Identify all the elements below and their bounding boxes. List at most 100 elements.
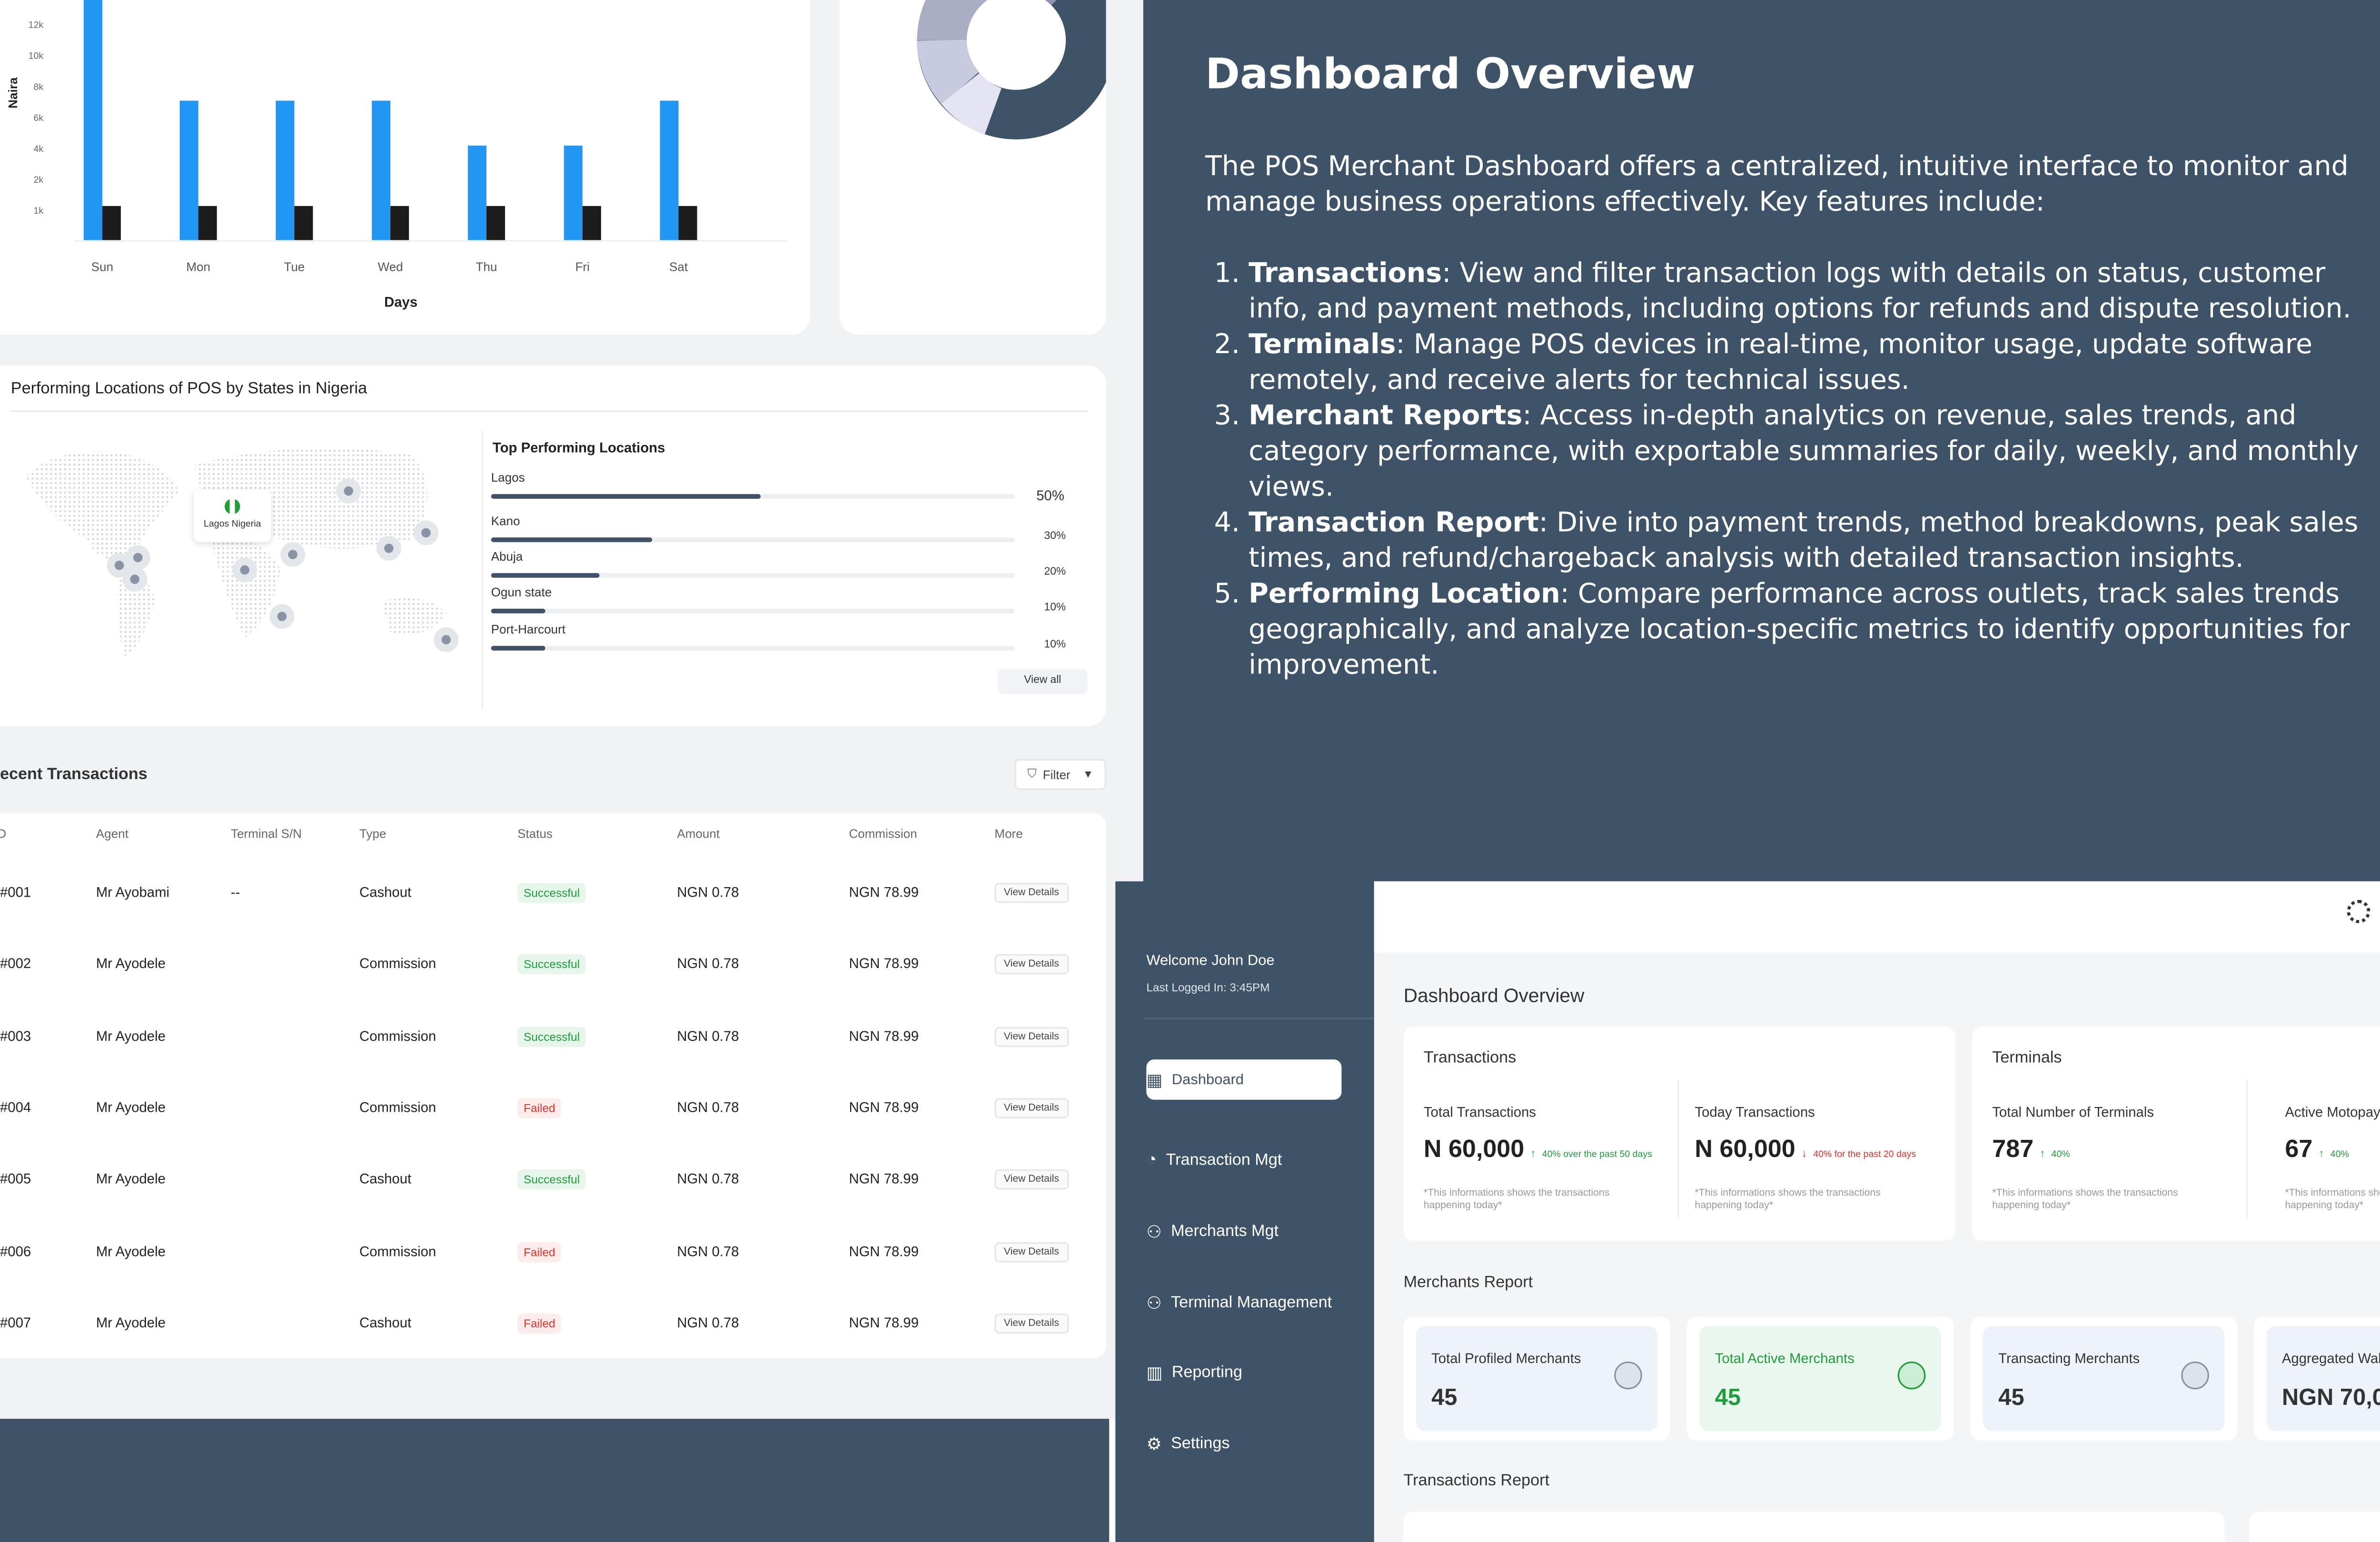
bar-primary[interactable] — [660, 100, 679, 240]
terminals-kpi-card: Terminals Total Number of Terminals 787 … — [1972, 1027, 2380, 1241]
bar-secondary[interactable] — [486, 206, 505, 240]
table-cell-type: Cashout — [359, 884, 412, 900]
bar-secondary[interactable] — [582, 206, 601, 240]
merchant-card-inner: Transacting Merchants 45 — [1983, 1325, 2225, 1432]
table-cell-commission: NGN 78.99 — [849, 956, 919, 972]
filter-icon: ⛉ — [1027, 766, 1037, 781]
x-tick-label: Thu — [476, 260, 497, 275]
today-transactions-note: *This informations shows the transaction… — [1695, 1188, 1881, 1212]
kpi-divider — [1677, 1079, 1679, 1219]
view-details-button[interactable]: View Details — [994, 954, 1069, 975]
bar-secondary[interactable] — [678, 206, 697, 240]
total-terminals-value: 787 — [1992, 1137, 2034, 1164]
location-name: Lagos — [491, 471, 525, 485]
donut-slice-lavender — [917, 39, 980, 105]
y-tick-label: 1k — [33, 208, 44, 217]
table-cell-type: Cashout — [359, 1315, 412, 1330]
bar-secondary[interactable] — [294, 206, 313, 240]
merchant-value: 45 — [1998, 1384, 2024, 1411]
location-name: Port-Harcourt — [491, 623, 565, 637]
dashboard-page-title: Dashboard Overview — [1403, 985, 1585, 1007]
sidebar-item-settings[interactable]: ⚙ Settings — [1146, 1423, 1341, 1464]
bar-secondary[interactable] — [102, 206, 121, 240]
table-cell-type: Cashout — [359, 1171, 412, 1187]
feature-text: : Dive into payment trends, method break… — [1249, 508, 2359, 575]
status-badge: Successful — [517, 1026, 586, 1047]
table-cell-agent: Mr Ayodele — [96, 956, 166, 972]
tooltip-label: Lagos Nigeria — [203, 520, 261, 530]
location-percent: 10% — [1044, 603, 1066, 613]
status-badge: Successful — [517, 1169, 586, 1190]
table-cell-commission: NGN 78.99 — [849, 1171, 919, 1187]
nigeria-flag-icon — [224, 498, 240, 514]
transactions-report-card-2 — [2249, 1512, 2380, 1542]
dashboard-topbar — [1374, 881, 2380, 953]
table-cell-agent: Mr Ayobami — [96, 884, 169, 900]
feature-term: Terminals — [1249, 330, 1396, 361]
table-cell-id: #001 — [0, 884, 31, 900]
table-cell-amount: NGN 0.78 — [677, 1028, 739, 1044]
gear-icon[interactable] — [2347, 900, 2370, 923]
sidebar-item-terminal-management[interactable]: ⚇ Terminal Management — [1146, 1283, 1341, 1323]
location-bar — [491, 646, 545, 651]
caret-down-icon: ▼ — [1082, 769, 1094, 780]
total-transactions-value: N 60,000 — [1423, 1137, 1525, 1164]
merchant-card: Aggregated Wallet Bala NGN 70,000 — [2254, 1316, 2380, 1441]
view-details-button[interactable]: View Details — [994, 883, 1069, 903]
filter-label: Filter — [1042, 767, 1071, 781]
merchant-card: Transacting Merchants 45 — [1970, 1316, 2237, 1441]
kpi-divider — [2246, 1079, 2248, 1219]
table-cell-terminal: -- — [230, 884, 240, 900]
bar-primary[interactable] — [564, 145, 583, 240]
bar-secondary[interactable] — [198, 206, 217, 240]
view-details-button[interactable]: View Details — [994, 1169, 1069, 1190]
feature-item: Terminals: Manage POS devices in real-ti… — [1249, 328, 2380, 400]
locations-divider-vertical — [482, 430, 484, 710]
sidebar-item-reporting[interactable]: ▥ Reporting — [1146, 1352, 1341, 1393]
merchant-value: NGN 70,000 — [2281, 1384, 2380, 1411]
description-panel: Dashboard Overview The POS Merchant Dash… — [1205, 51, 2380, 684]
sidebar-item-merchants-mgt[interactable]: ⚇ Merchants Mgt — [1146, 1211, 1341, 1252]
sidebar-item-label: Settings — [1170, 1434, 1230, 1453]
merchants-icon — [1897, 1361, 1926, 1390]
bar-primary[interactable] — [467, 145, 486, 240]
table-cell-id: #006 — [0, 1243, 31, 1259]
description-title: Dashboard Overview — [1205, 51, 1696, 99]
merchant-card-inner: Total Active Merchants 45 — [1699, 1325, 1941, 1432]
bar-primary[interactable] — [83, 0, 102, 240]
feature-item: Merchant Reports: Access in-depth analyt… — [1249, 400, 2380, 507]
table-cell-amount: NGN 0.78 — [677, 1243, 739, 1259]
table-cell-amount: NGN 0.78 — [677, 1171, 739, 1187]
donut-slice-gray — [917, 0, 988, 41]
view-details-button[interactable]: View Details — [994, 1026, 1069, 1047]
bar-secondary[interactable] — [390, 206, 409, 240]
users-icon: ⚇ — [1146, 1294, 1162, 1313]
total-terminals-label: Total Number of Terminals — [1992, 1104, 2154, 1120]
sidebar-item-transaction-mgt[interactable]: ◔ Transaction Mgt — [1146, 1140, 1341, 1180]
feature-item: Performing Location: Compare performance… — [1249, 578, 2380, 685]
location-bar — [491, 573, 599, 578]
view-details-button[interactable]: View Details — [994, 1313, 1069, 1334]
trend-up-icon: ↑ — [1530, 1149, 1536, 1160]
merchant-label: Aggregated Wallet Bala — [2281, 1350, 2380, 1366]
users-icon: ⚇ — [1146, 1223, 1162, 1242]
x-tick-label: Fri — [575, 260, 590, 275]
location-bar — [491, 494, 761, 499]
view-all-button[interactable]: View all — [997, 669, 1088, 694]
bar-primary[interactable] — [372, 100, 391, 240]
sidebar-item-dashboard[interactable]: ▦ Dashboard — [1146, 1059, 1342, 1100]
filter-button[interactable]: ⛉ Filter ▼ — [1014, 759, 1106, 790]
merchant-label: Total Active Merchants — [1715, 1350, 1854, 1366]
view-details-button[interactable]: View Details — [994, 1098, 1069, 1118]
table-header: Status — [517, 827, 553, 841]
table-header: ID — [0, 827, 6, 841]
table-cell-amount: NGN 0.78 — [677, 956, 739, 972]
location-percent: 50% — [1036, 488, 1064, 504]
merchants-icon — [2181, 1361, 2209, 1390]
feature-item: Transaction Report: Dive into payment tr… — [1249, 506, 2380, 578]
bar-primary[interactable] — [276, 100, 295, 240]
bar-primary[interactable] — [179, 100, 198, 240]
view-details-button[interactable]: View Details — [994, 1241, 1069, 1262]
feature-item: Transactions: View and filter transactio… — [1249, 257, 2380, 328]
y-axis-ticks: 12k 10k 8k 6k 4k 2k 1k — [0, 0, 62, 260]
